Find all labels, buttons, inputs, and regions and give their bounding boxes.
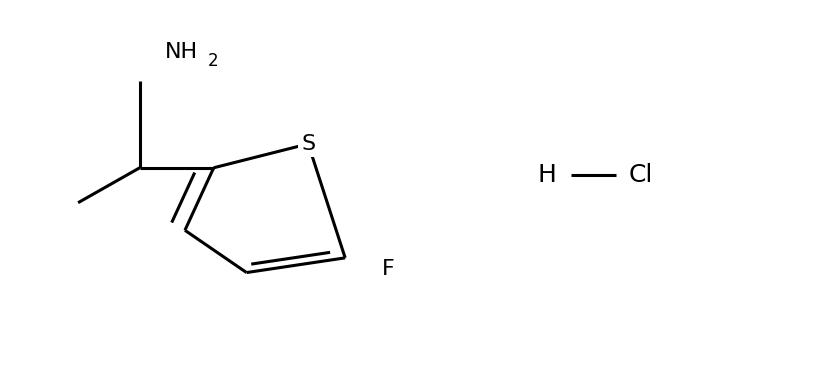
Text: F: F — [382, 259, 395, 279]
Text: Cl: Cl — [628, 163, 653, 187]
Text: NH: NH — [164, 42, 198, 62]
Text: 2: 2 — [208, 52, 218, 70]
Text: H: H — [537, 163, 556, 187]
Text: S: S — [301, 134, 315, 154]
